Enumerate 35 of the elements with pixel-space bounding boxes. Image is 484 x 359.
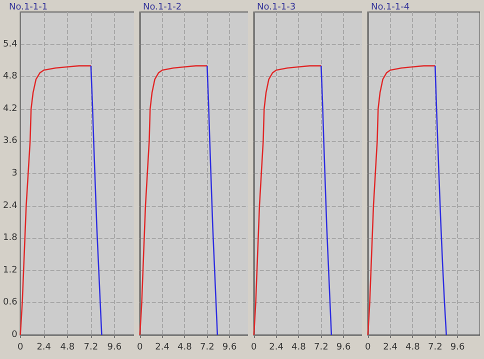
y-tick-label: 0	[12, 330, 18, 340]
x-tick-label: 2.4	[269, 342, 284, 352]
x-tick-label: 0	[136, 342, 143, 352]
y-tick-label: 1.2	[2, 265, 18, 276]
x-tick-label: 4.8	[406, 342, 420, 352]
chart-title: No.1-1-3	[257, 2, 296, 12]
y-tick-label: 4.8	[2, 72, 18, 82]
y-tick-label: 2.4	[2, 200, 18, 211]
x-tick-label: 4.8	[292, 342, 306, 352]
line-series	[90, 65, 102, 336]
chart-title: No.1-1-2	[143, 2, 182, 12]
x-tick-label: 0	[364, 342, 371, 352]
x-tick-label: 4.8	[60, 342, 75, 352]
x-tick-label: 4.8	[178, 342, 192, 352]
x-tick-label: 7.2	[314, 342, 328, 352]
x-tick-label: 9.6	[222, 342, 237, 352]
y-tick-label: 0.6	[2, 298, 18, 308]
x-tick-label: 9.6	[107, 342, 122, 352]
y-tick-label: 3	[12, 168, 18, 178]
line-series	[20, 65, 92, 336]
x-tick-label: 7.2	[84, 342, 98, 352]
y-tick-label: 5.4	[2, 39, 18, 50]
x-tick-label: 7.2	[200, 342, 214, 352]
x-tick-label: 9.6	[450, 342, 465, 352]
y-tick-label: 4.2	[2, 104, 18, 114]
x-tick-label: 2.4	[383, 342, 398, 352]
chart-title: No.1-1-1	[9, 2, 48, 12]
x-tick-label: 0	[250, 342, 257, 352]
x-tick-label: 9.6	[336, 342, 351, 352]
chart-title: No.1-1-4	[371, 2, 410, 12]
x-tick-label: 2.4	[155, 342, 170, 352]
x-tick-label: 7.2	[428, 342, 442, 352]
y-tick-label: 1.8	[2, 233, 18, 244]
x-tick-label: 2.4	[36, 342, 52, 352]
y-tick-label: 3.6	[2, 136, 18, 146]
